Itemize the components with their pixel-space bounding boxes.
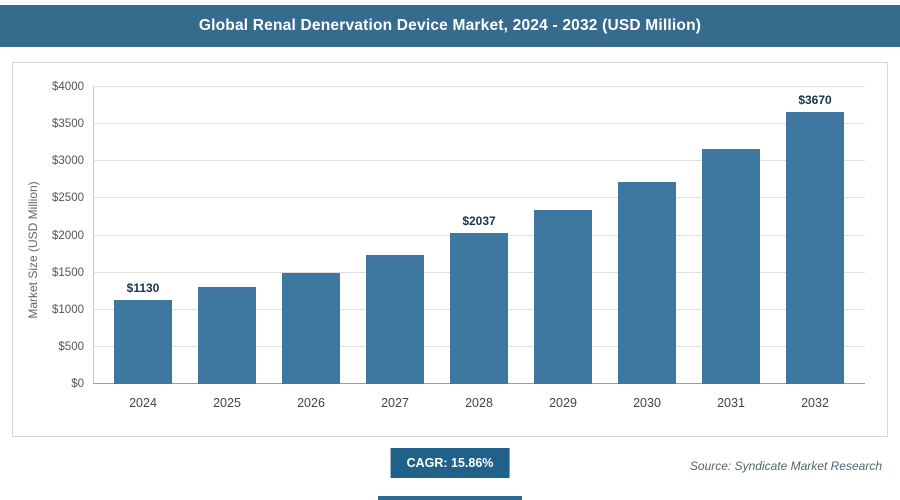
bar-slot bbox=[353, 87, 437, 384]
y-tick-label: $0 bbox=[71, 378, 84, 390]
x-tick-label: 2032 bbox=[801, 396, 829, 410]
y-tick-label: $1000 bbox=[52, 303, 84, 316]
y-tick-label: $500 bbox=[58, 340, 84, 353]
y-tick-label: $4000 bbox=[52, 81, 84, 93]
bar-slot bbox=[605, 87, 689, 384]
y-tick-label: $3000 bbox=[52, 155, 84, 168]
x-tick-label: 2024 bbox=[129, 396, 157, 410]
bar-value-label: $1130 bbox=[126, 281, 160, 296]
bar-value-label: $3670 bbox=[798, 92, 832, 107]
bar-2026[interactable] bbox=[281, 272, 341, 384]
chart-card: Market Size (USD Million) $0 $500 $1000 $15… bbox=[12, 62, 888, 437]
gridline bbox=[93, 123, 865, 125]
bar-2027[interactable] bbox=[365, 254, 425, 384]
bar-slot: $3670 bbox=[773, 87, 857, 384]
y-tick-label: $3500 bbox=[52, 118, 84, 131]
x-tick-label: 2030 bbox=[633, 396, 661, 410]
bar-slot: $1130 bbox=[101, 87, 185, 384]
bar-slot: $2037 bbox=[437, 87, 521, 384]
y-tick-label: $2000 bbox=[52, 229, 84, 242]
bar-slot bbox=[269, 87, 353, 384]
bottom-accent-bar bbox=[378, 496, 522, 500]
gridline bbox=[93, 160, 865, 162]
x-tick-label: 2026 bbox=[297, 396, 325, 410]
chart-title-bar: Global Renal Denervation Device Market, … bbox=[0, 5, 900, 47]
bar-slot bbox=[185, 87, 269, 384]
x-tick-label: 2029 bbox=[549, 396, 577, 410]
bar-2028[interactable] bbox=[449, 232, 509, 384]
x-axis-labels: 2024 2025 2026 2027 2028 2029 2030 2031 2032 bbox=[93, 396, 865, 410]
bar-slot bbox=[689, 87, 773, 384]
bar-2032[interactable] bbox=[785, 111, 845, 384]
x-tick-label: 2028 bbox=[465, 396, 493, 410]
plot-area: $0 $500 $1000 $1500 $2000 $2500 $3000 $3500 $400… bbox=[52, 81, 865, 410]
chart-title: Global Renal Denervation Device Market, … bbox=[198, 17, 702, 34]
x-tick-label: 2027 bbox=[381, 396, 409, 410]
x-tick-label: 2025 bbox=[213, 396, 241, 410]
x-tick-label: 2031 bbox=[717, 396, 745, 410]
bar-2031[interactable] bbox=[701, 149, 761, 384]
bar-2029[interactable] bbox=[533, 209, 593, 384]
bar-2024[interactable] bbox=[113, 300, 173, 384]
y-tick-label: $1500 bbox=[52, 266, 84, 279]
bar-value-label: $2037 bbox=[462, 213, 496, 228]
source-text: Source: Syndicate Market Research bbox=[689, 459, 882, 473]
bar-2030[interactable] bbox=[617, 182, 677, 384]
bar-2025[interactable] bbox=[197, 287, 257, 384]
bars-container: $1130 $2037 $3670 bbox=[93, 87, 865, 384]
bar-slot bbox=[521, 87, 605, 384]
cagr-badge: CAGR: 15.86% bbox=[390, 448, 510, 478]
gridline bbox=[93, 86, 865, 87]
y-axis-title: Market Size (USD Million) bbox=[26, 180, 40, 319]
y-tick-label: $2500 bbox=[52, 192, 84, 205]
gridline bbox=[93, 197, 865, 199]
